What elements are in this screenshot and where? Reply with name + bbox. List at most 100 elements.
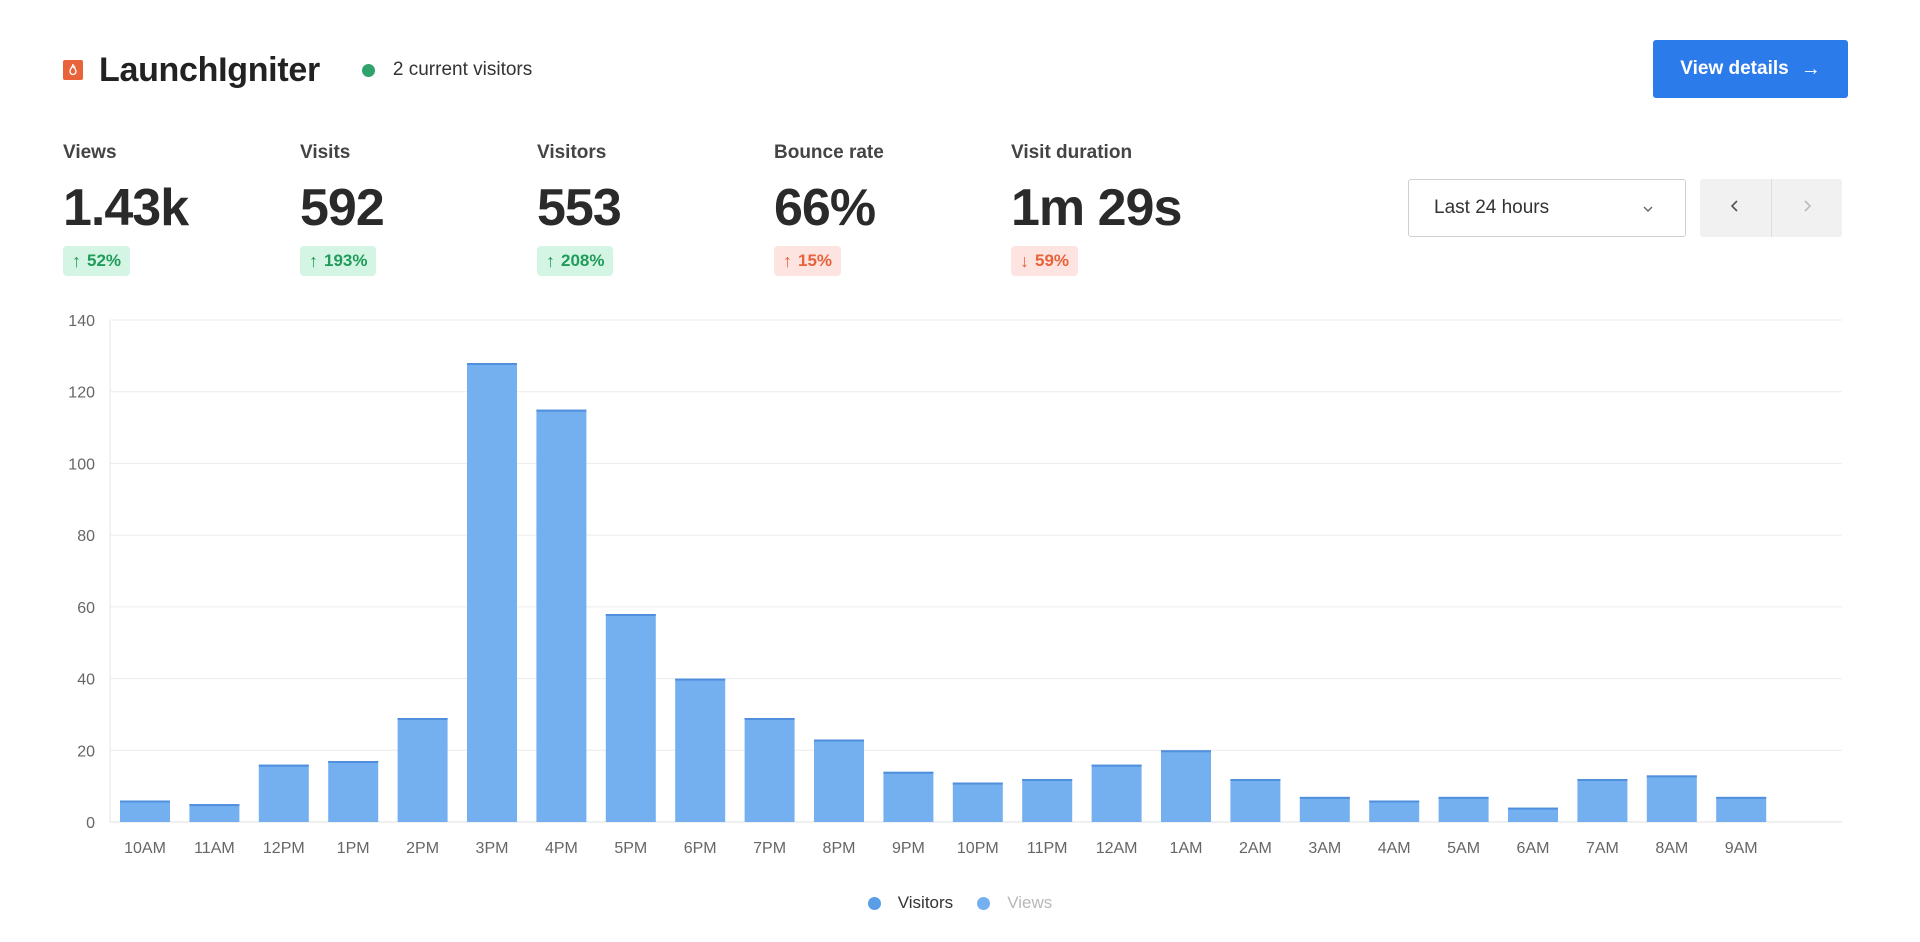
chart-bar xyxy=(1577,778,1628,822)
metric-bounce-rate[interactable]: Bounce rate 66% ↑ 15% xyxy=(774,142,884,276)
x-tick-label: 11PM xyxy=(1027,840,1068,857)
x-tick-label: 5PM xyxy=(614,840,647,857)
metric-value: 66% xyxy=(774,179,876,237)
metric-visits[interactable]: Visits 592 ↑ 193% xyxy=(300,142,385,276)
chart-bar xyxy=(328,761,379,822)
arrow-up-icon: ↑ xyxy=(309,250,318,271)
chart-bar xyxy=(189,804,240,822)
metric-value: 1.43k xyxy=(63,179,189,237)
x-tick-label: 1PM xyxy=(337,840,370,857)
date-range-value: Last 24 hours xyxy=(1434,197,1550,218)
legend-label: Visitors xyxy=(897,893,954,912)
chart-bar xyxy=(1091,764,1142,822)
chart-bar xyxy=(1230,778,1281,822)
metric-value: 553 xyxy=(537,179,622,237)
metric-label: Visit duration xyxy=(1011,142,1133,163)
chart-legend: Visitors Views xyxy=(0,893,1920,913)
arrow-up-icon: ↑ xyxy=(783,250,792,271)
metric-change: 52% xyxy=(87,251,122,270)
y-tick-label: 0 xyxy=(86,815,95,832)
site-name[interactable]: LaunchIgniter xyxy=(99,50,320,89)
x-tick-label: 3PM xyxy=(476,840,509,857)
arrow-up-icon: ↑ xyxy=(72,250,81,271)
chevron-down-icon xyxy=(1641,200,1655,222)
y-tick-label: 60 xyxy=(77,600,95,617)
metric-change: 15% xyxy=(798,251,833,270)
chart-bar xyxy=(1369,800,1420,822)
chart-bar xyxy=(675,678,726,822)
view-details-button[interactable]: View details → xyxy=(1653,40,1848,98)
chart-grid xyxy=(109,319,1842,823)
chart-bar xyxy=(1022,778,1073,822)
x-tick-label: 7AM xyxy=(1586,840,1619,857)
next-period-button[interactable] xyxy=(1772,179,1843,237)
x-tick-label: 7PM xyxy=(753,840,786,857)
period-navigation xyxy=(1700,179,1842,237)
arrow-up-icon: ↑ xyxy=(546,250,555,271)
x-tick-label: 5AM xyxy=(1447,840,1480,857)
metric-change-badge: ↑ 52% xyxy=(63,246,131,276)
metric-label: Visits xyxy=(300,142,351,163)
legend-item-visitors[interactable]: Visitors xyxy=(867,893,954,913)
chart-bar xyxy=(952,782,1003,822)
metric-label: Visitors xyxy=(537,142,607,163)
chart-bar xyxy=(605,614,656,822)
metric-change: 59% xyxy=(1035,251,1070,270)
chart-bar xyxy=(1161,750,1211,822)
x-axis: 10AM 11AM 12PM 1PM 2PM 3PM 4PM 5PM 6PM 7PM 8PM 9PM 1… xyxy=(124,840,1758,857)
chart-bar xyxy=(397,718,448,822)
view-details-label: View details xyxy=(1680,58,1789,79)
metric-change-badge: ↓ 59% xyxy=(1011,246,1079,276)
x-tick-label: 6AM xyxy=(1517,840,1550,857)
x-tick-label: 8AM xyxy=(1655,840,1688,857)
metric-change-badge: ↑ 193% xyxy=(300,246,377,276)
y-tick-label: 120 xyxy=(68,385,95,402)
metric-change: 208% xyxy=(561,251,605,270)
arrow-right-icon: → xyxy=(1800,57,1821,80)
chart-bar xyxy=(1716,796,1767,822)
chart-bar xyxy=(1646,775,1697,822)
y-tick-label: 80 xyxy=(77,528,95,545)
arrow-down-icon: ↓ xyxy=(1020,250,1029,271)
chart-bar xyxy=(258,764,309,822)
chart-bar xyxy=(744,718,795,822)
x-tick-label: 4PM xyxy=(545,840,578,857)
chart-bar xyxy=(1508,807,1558,822)
x-tick-label: 3AM xyxy=(1308,840,1341,857)
metric-views[interactable]: Views 1.43k ↑ 52% xyxy=(63,142,189,276)
y-tick-label: 140 xyxy=(68,313,95,330)
x-tick-label: 1AM xyxy=(1170,840,1203,857)
x-tick-label: 12PM xyxy=(263,840,305,857)
chart-bar xyxy=(883,771,934,822)
legend-item-views[interactable]: Views xyxy=(977,893,1052,913)
metric-change-badge: ↑ 208% xyxy=(537,246,614,276)
visitors-bar-chart: 0 20 40 60 80 100 120 140 10AM 11AM 12PM 1PM 2PM 3PM… xyxy=(68,313,1842,857)
chart-bar xyxy=(814,739,864,822)
x-tick-label: 10PM xyxy=(957,840,999,857)
metric-visit-duration[interactable]: Visit duration 1m 29s ↓ 59% xyxy=(1011,142,1182,276)
chart-bar xyxy=(467,363,517,822)
metric-value: 592 xyxy=(300,179,385,237)
chevron-left-icon xyxy=(1727,198,1743,219)
legend-dot xyxy=(977,896,991,910)
date-range-select[interactable]: Last 24 hours xyxy=(1408,179,1686,237)
y-axis: 0 20 40 60 80 100 120 140 xyxy=(68,313,95,832)
brand: LaunchIgniter 2 current visitors xyxy=(63,40,532,100)
legend-dot xyxy=(867,896,881,910)
metric-value: 1m 29s xyxy=(1011,179,1182,237)
y-tick-label: 20 xyxy=(77,743,95,760)
x-tick-label: 9PM xyxy=(892,840,925,857)
previous-period-button[interactable] xyxy=(1700,179,1772,237)
current-visitors-link[interactable]: 2 current visitors xyxy=(392,59,533,80)
x-tick-label: 2PM xyxy=(406,840,439,857)
x-tick-label: 11AM xyxy=(194,840,235,857)
x-tick-label: 10AM xyxy=(124,840,166,857)
x-tick-label: 2AM xyxy=(1239,840,1272,857)
chevron-right-icon xyxy=(1799,198,1815,219)
metric-change: 193% xyxy=(324,251,368,270)
chart-bars xyxy=(120,363,1767,822)
metric-visitors[interactable]: Visitors 553 ↑ 208% xyxy=(537,142,622,276)
x-tick-label: 8PM xyxy=(823,840,856,857)
fire-icon xyxy=(63,60,83,80)
